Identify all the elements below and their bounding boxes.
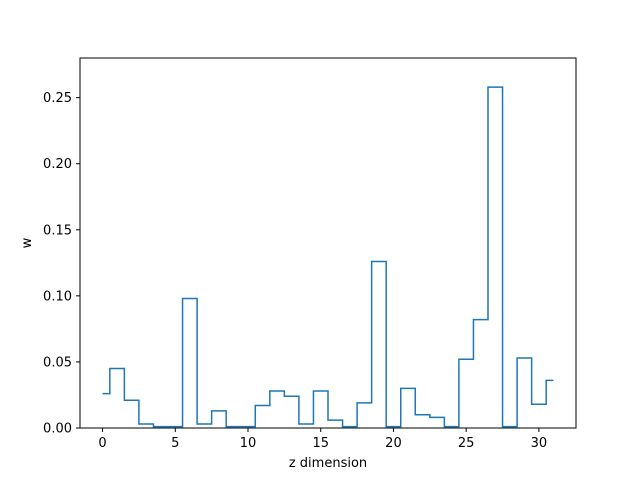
x-ticks: 0 5 10 15 20 25 30	[98, 428, 547, 451]
x-tick-label: 5	[171, 436, 179, 451]
y-tick-label: 0.10	[43, 289, 72, 304]
x-tick-label: 0	[98, 436, 106, 451]
series-line	[102, 86, 554, 428]
x-tick-label: 30	[531, 436, 548, 451]
y-ticks: 0.00 0.05 0.10 0.15 0.20 0.25	[43, 91, 80, 437]
x-axis-label: z dimension	[289, 456, 367, 471]
x-tick-label: 15	[312, 436, 329, 451]
y-tick-label: 0.15	[43, 223, 72, 238]
x-tick-label: 25	[458, 436, 475, 451]
y-tick-label: 0.00	[43, 422, 72, 437]
y-axis-label: w	[20, 237, 35, 248]
plot-background	[80, 58, 576, 428]
y-tick-label: 0.20	[43, 157, 72, 172]
plot-frame	[79, 57, 577, 429]
y-tick-label: 0.25	[43, 91, 72, 106]
x-tick-label: 10	[240, 436, 257, 451]
y-tick-label: 0.05	[43, 355, 72, 370]
x-tick-label: 20	[385, 436, 402, 451]
